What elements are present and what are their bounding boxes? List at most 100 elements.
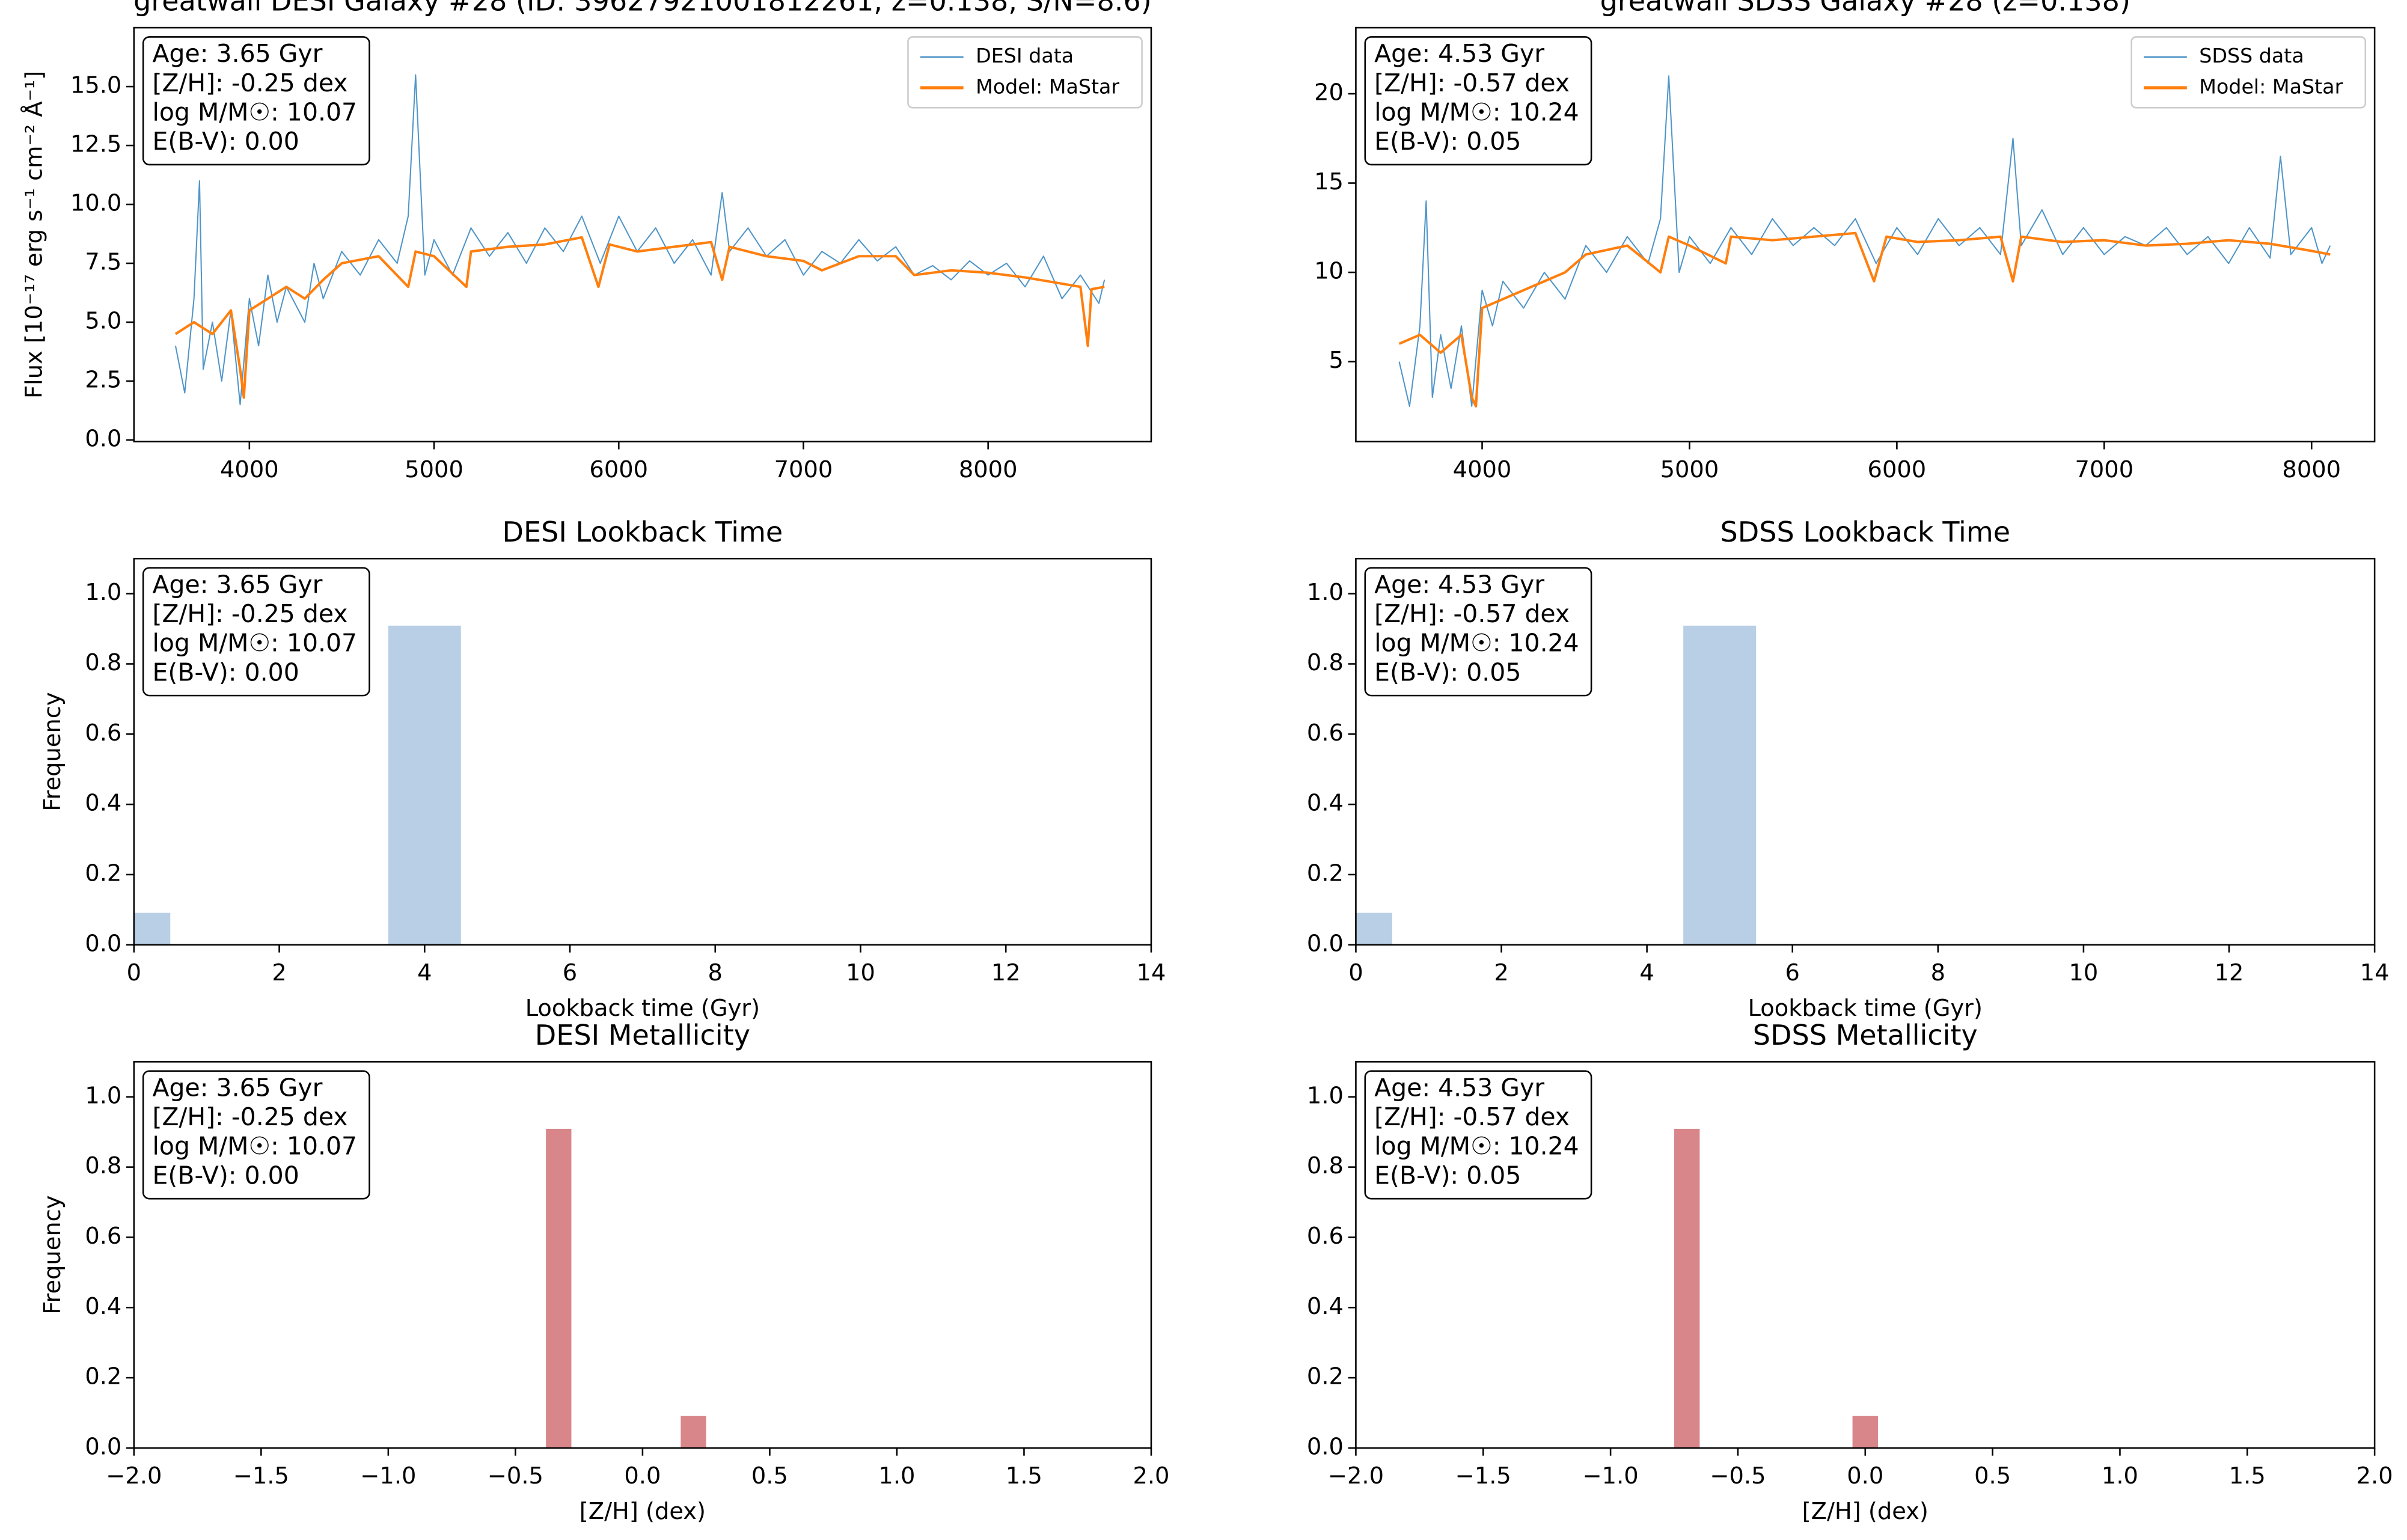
annotation-text: Age: 3.65 Gyr: [153, 39, 323, 68]
x-tick-label: −2.0: [106, 1462, 162, 1490]
x-tick-label: 2: [1494, 959, 1508, 986]
x-tick-label: 0.5: [1974, 1462, 2011, 1490]
x-tick-label: 7000: [774, 456, 833, 483]
y-tick-label: 2.5: [85, 366, 121, 393]
annotation-text: E(B-V): 0.05: [1374, 658, 1521, 686]
x-tick-label: 14: [1137, 959, 1166, 986]
y-tick-label: 5: [1329, 347, 1344, 374]
axes-frame: [1355, 1061, 2376, 1449]
y-tick-label: 0.2: [85, 1363, 121, 1390]
spectrum-line: [1398, 75, 2331, 407]
annotation-text: log M/M☉: 10.24: [1374, 1132, 1579, 1161]
x-tick-label: 0.0: [624, 1462, 661, 1490]
annotation-text: log M/M☉: 10.24: [1374, 629, 1579, 658]
annotation-text: E(B-V): 0.00: [153, 658, 299, 686]
plot-area: [546, 1128, 706, 1448]
annotation-text: Age: 3.65 Gyr: [153, 1073, 323, 1102]
annotation-text: Age: 4.53 Gyr: [1374, 1073, 1544, 1102]
x-tick-label: 0.0: [1847, 1462, 1883, 1490]
x-tick-label: 6000: [1868, 456, 1927, 483]
x-axis-label: [Z/H] (dex): [1802, 1498, 1928, 1525]
y-tick-label: 0.0: [1307, 930, 1344, 957]
chart-title: greatwall SDSS Galaxy #28 (z=0.138): [1600, 0, 2130, 17]
plot-area: [1674, 1128, 1878, 1448]
x-tick-label: 7000: [2075, 456, 2133, 483]
plot-area: [133, 625, 461, 945]
x-tick-label: 4: [417, 959, 432, 986]
x-tick-label: −2.0: [1328, 1462, 1384, 1490]
bar: [1356, 912, 1392, 945]
y-tick-label: 20: [1314, 79, 1344, 106]
x-axis-label: Lookback time (Gyr): [1748, 995, 1983, 1022]
y-tick-label: 0.8: [1307, 1152, 1344, 1179]
y-tick-label: 7.5: [85, 249, 121, 276]
x-tick-label: 4: [1639, 959, 1654, 986]
annotation-text: log M/M☉: 10.07: [153, 97, 358, 126]
bar: [681, 1416, 706, 1448]
x-tick-label: 2.0: [1133, 1462, 1169, 1490]
y-tick-label: 0.6: [85, 720, 121, 747]
axes-frame: [133, 1061, 1152, 1449]
axes-frame: [133, 26, 1152, 442]
y-tick-label: 5.0: [85, 307, 121, 334]
x-tick-label: 0: [127, 959, 141, 986]
annotation-text: E(B-V): 0.00: [153, 127, 299, 156]
y-tick-label: 0.6: [1307, 720, 1344, 747]
annotation-box: [142, 567, 370, 697]
y-tick-label: 0.2: [1307, 860, 1344, 887]
spectrum-line: [174, 74, 1106, 406]
x-tick-label: 6: [563, 959, 577, 986]
y-tick-label: 0.0: [85, 1433, 121, 1460]
x-tick-label: 1.5: [2229, 1462, 2266, 1490]
y-tick-label: 12.5: [70, 131, 121, 158]
x-tick-label: 4000: [220, 456, 279, 483]
plot-area: [1398, 75, 2331, 408]
x-tick-label: 8000: [959, 456, 1018, 483]
x-tick-label: 5000: [405, 456, 463, 483]
annotation-text: [Z/H]: -0.57 dex: [1374, 69, 1570, 97]
x-tick-label: 5000: [1660, 456, 1719, 483]
x-tick-label: 8: [1931, 959, 1945, 986]
x-axis-label: [Z/H] (dex): [580, 1498, 706, 1525]
x-tick-label: 6: [1785, 959, 1800, 986]
legend-label: SDSS data: [2199, 44, 2304, 67]
annotation-text: Age: 4.53 Gyr: [1374, 570, 1544, 599]
annotation-box: [1364, 36, 1592, 166]
y-tick-label: 0.2: [1307, 1363, 1344, 1390]
x-tick-label: 8000: [2282, 456, 2341, 483]
y-tick-label: 0.4: [85, 1293, 121, 1320]
legend-box: [907, 36, 1143, 109]
y-tick-label: 10.0: [70, 190, 121, 217]
y-tick-label: 0.8: [85, 1152, 121, 1179]
x-tick-label: 6000: [589, 456, 648, 483]
plot-area: [174, 74, 1106, 406]
annotation-text: [Z/H]: -0.25 dex: [153, 69, 348, 97]
x-tick-label: 1.0: [2102, 1462, 2138, 1490]
chart-title: SDSS Metallicity: [1753, 1019, 1978, 1051]
spectrum-line: [174, 236, 1105, 399]
x-tick-label: 4000: [1453, 456, 1512, 483]
y-axis-label: Frequency: [39, 1196, 66, 1315]
bar: [546, 1128, 572, 1448]
y-tick-label: 0.4: [1307, 790, 1344, 817]
y-tick-label: 0.6: [1307, 1223, 1344, 1250]
x-tick-label: 12: [2215, 959, 2244, 986]
x-tick-label: 10: [846, 959, 875, 986]
x-tick-label: 10: [2069, 959, 2099, 986]
bar: [388, 625, 461, 945]
x-tick-label: −0.5: [488, 1462, 543, 1490]
annotation-text: Age: 4.53 Gyr: [1374, 39, 1544, 68]
x-tick-label: −1.0: [360, 1462, 416, 1490]
annotation-text: [Z/H]: -0.25 dex: [153, 1102, 348, 1131]
x-tick-label: 1.0: [878, 1462, 915, 1490]
chart-title: DESI Lookback Time: [503, 516, 783, 548]
chart-title: SDSS Lookback Time: [1720, 516, 2010, 548]
y-tick-label: 15.0: [70, 72, 121, 99]
y-axis-label: Frequency: [39, 692, 66, 811]
x-tick-label: 2: [272, 959, 286, 986]
legend-box: [2130, 36, 2367, 109]
plot-area: [1356, 625, 1757, 945]
x-axis-label: Lookback time (Gyr): [525, 995, 760, 1022]
annotation-text: E(B-V): 0.05: [1374, 127, 1521, 156]
annotation-text: Age: 3.65 Gyr: [153, 570, 323, 599]
